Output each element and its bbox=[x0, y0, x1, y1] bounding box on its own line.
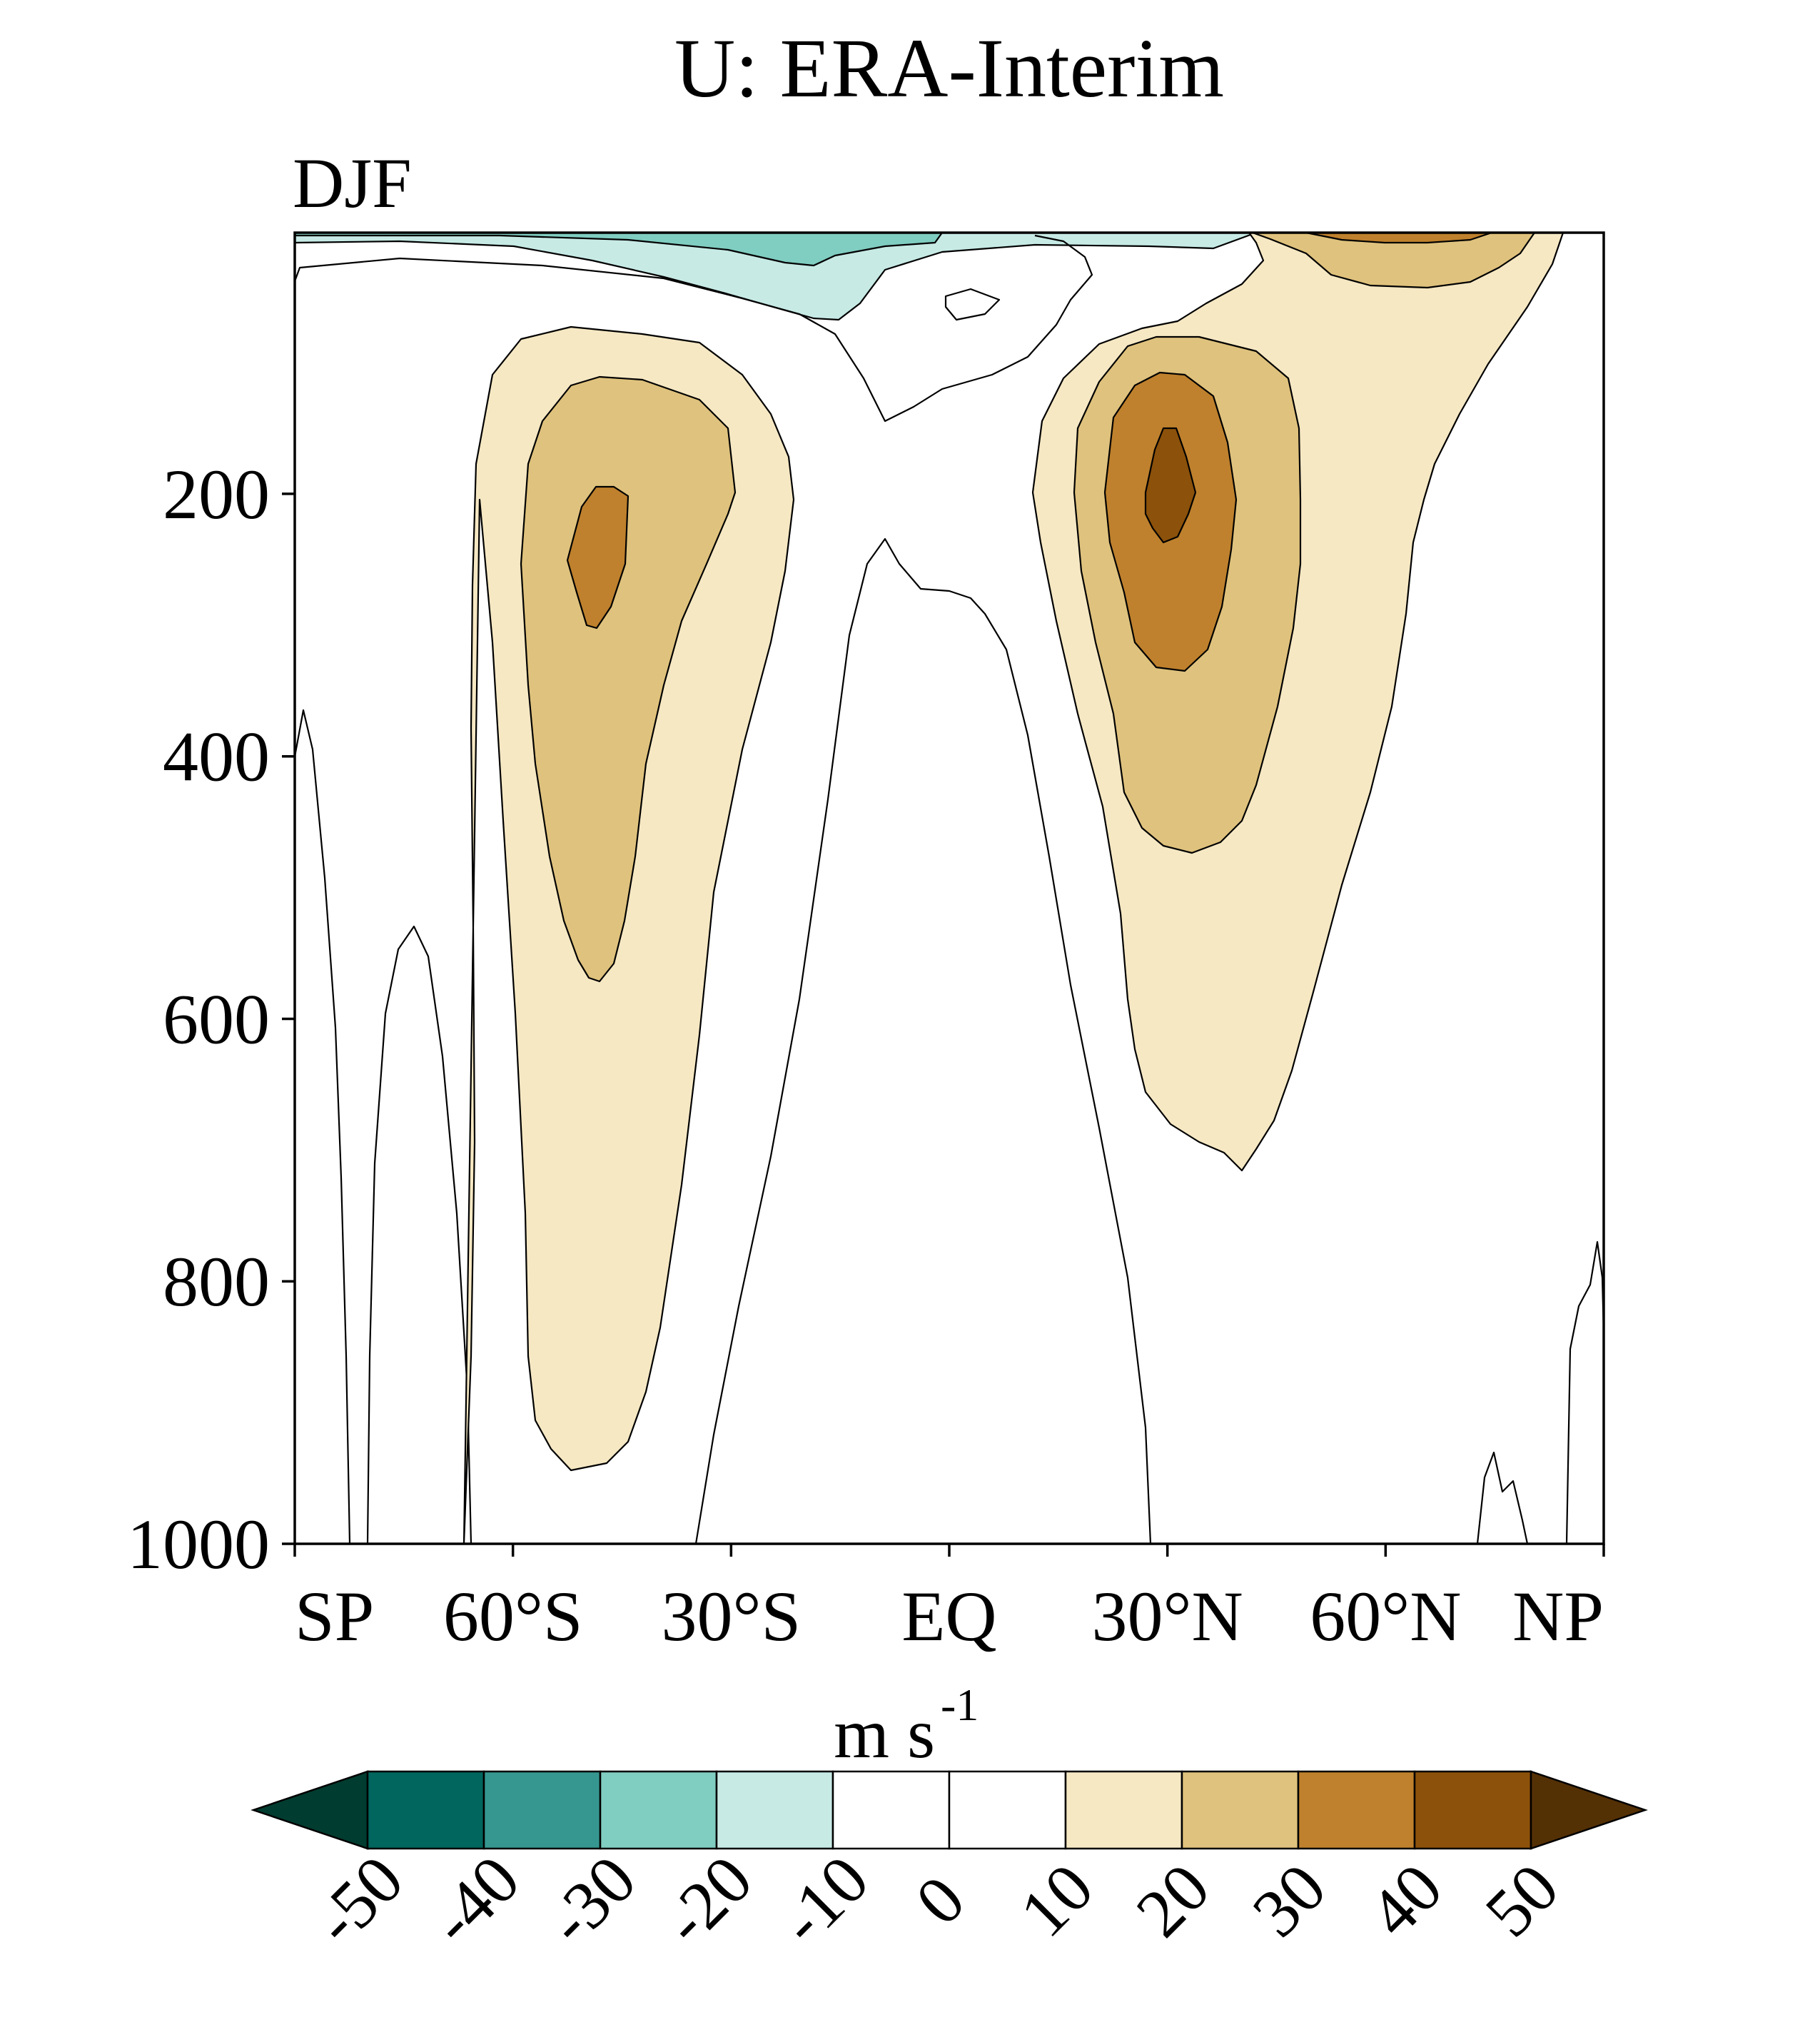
x-tick-label: 60°S bbox=[443, 1577, 583, 1656]
colorbar-tick-label: -40 bbox=[415, 1841, 534, 1959]
colorbar-swatch bbox=[1064, 1770, 1183, 1850]
plot-area: SP 60°S 30°S EQ 30°N 60°N NP 200 400 600 800 1000 bbox=[127, 231, 1605, 1656]
colorbar-swatch bbox=[1413, 1770, 1532, 1850]
x-tick-label: NP bbox=[1512, 1577, 1604, 1656]
colorbar-tick-label: 50 bbox=[1470, 1849, 1573, 1951]
colorbar-tick-label: -30 bbox=[532, 1841, 650, 1959]
colorbar-max-arrow bbox=[1530, 1770, 1648, 1850]
y-tick-label: 200 bbox=[163, 455, 270, 534]
colorbar-tick-label: 20 bbox=[1121, 1849, 1224, 1951]
y-axis: 200 400 600 800 1000 bbox=[127, 455, 295, 1584]
contour-fill-minus20 bbox=[295, 233, 944, 267]
x-axis: SP 60°S 30°S EQ 30°N 60°N NP bbox=[293, 1544, 1605, 1656]
colorbar-swatch bbox=[831, 1770, 951, 1850]
colorbar-unit-label: m s bbox=[834, 1694, 935, 1773]
contour-fill-sh-30 bbox=[566, 485, 630, 630]
x-tick-label: 30°S bbox=[662, 1577, 802, 1656]
colorbar-tick-label: 10 bbox=[1005, 1849, 1108, 1951]
y-tick-label: 600 bbox=[163, 979, 270, 1058]
colorbar-tick-label: 40 bbox=[1354, 1849, 1457, 1951]
contour-fill-nh-top-20 bbox=[1251, 233, 1536, 289]
colorbar-label: m s -1 bbox=[834, 1679, 979, 1773]
colorbar-swatch bbox=[366, 1770, 485, 1850]
contour-line-zero-small bbox=[944, 288, 1001, 321]
colorbar-tick-label: -20 bbox=[648, 1841, 767, 1959]
colorbar: -50-40-30-20-10 0 10 20 30 40 50 bbox=[251, 1770, 1648, 1959]
contour-line-zero-tropical bbox=[694, 537, 1152, 1544]
y-tick-label: 1000 bbox=[127, 1505, 270, 1584]
colorbar-swatch bbox=[1297, 1770, 1416, 1850]
colorbar-min-arrow bbox=[251, 1770, 369, 1850]
contour-fill-sh-20 bbox=[520, 375, 737, 983]
colorbar-unit-superscript: -1 bbox=[941, 1679, 979, 1730]
x-tick-label: SP bbox=[295, 1577, 374, 1656]
colorbar-swatch bbox=[715, 1770, 834, 1850]
colorbar-tick-label: -50 bbox=[299, 1841, 418, 1959]
colorbar-swatch bbox=[482, 1770, 602, 1850]
contour-fill-nh-top-30 bbox=[1305, 233, 1493, 244]
y-tick-label: 800 bbox=[163, 1242, 270, 1321]
contour-fill-minus10 bbox=[295, 233, 1258, 321]
contour-line-zero-top bbox=[295, 234, 1093, 423]
colorbar-swatch bbox=[599, 1770, 718, 1850]
chart-title: U: ERA-Interim bbox=[674, 21, 1224, 115]
colorbar-tick-label: -10 bbox=[764, 1841, 883, 1959]
contour-fill-nh-40 bbox=[1144, 427, 1197, 544]
colorbar-tick-label: 0 bbox=[901, 1861, 979, 1939]
colorbar-swatch bbox=[1181, 1770, 1300, 1850]
contour-line-zero-sp2 bbox=[366, 925, 472, 1544]
colorbar-tick-label: 30 bbox=[1238, 1849, 1340, 1951]
x-tick-label: EQ bbox=[901, 1577, 996, 1656]
chart-subtitle: DJF bbox=[293, 143, 412, 223]
contour-line-zero-np2 bbox=[1565, 1240, 1604, 1544]
contour-line-zero-np bbox=[1476, 1451, 1529, 1544]
y-tick-label: 400 bbox=[163, 717, 270, 797]
x-tick-label: 60°N bbox=[1310, 1577, 1461, 1656]
contour-line-zero-sp bbox=[295, 709, 351, 1544]
colorbar-swatch bbox=[948, 1770, 1067, 1850]
x-tick-label: 30°N bbox=[1092, 1577, 1243, 1656]
